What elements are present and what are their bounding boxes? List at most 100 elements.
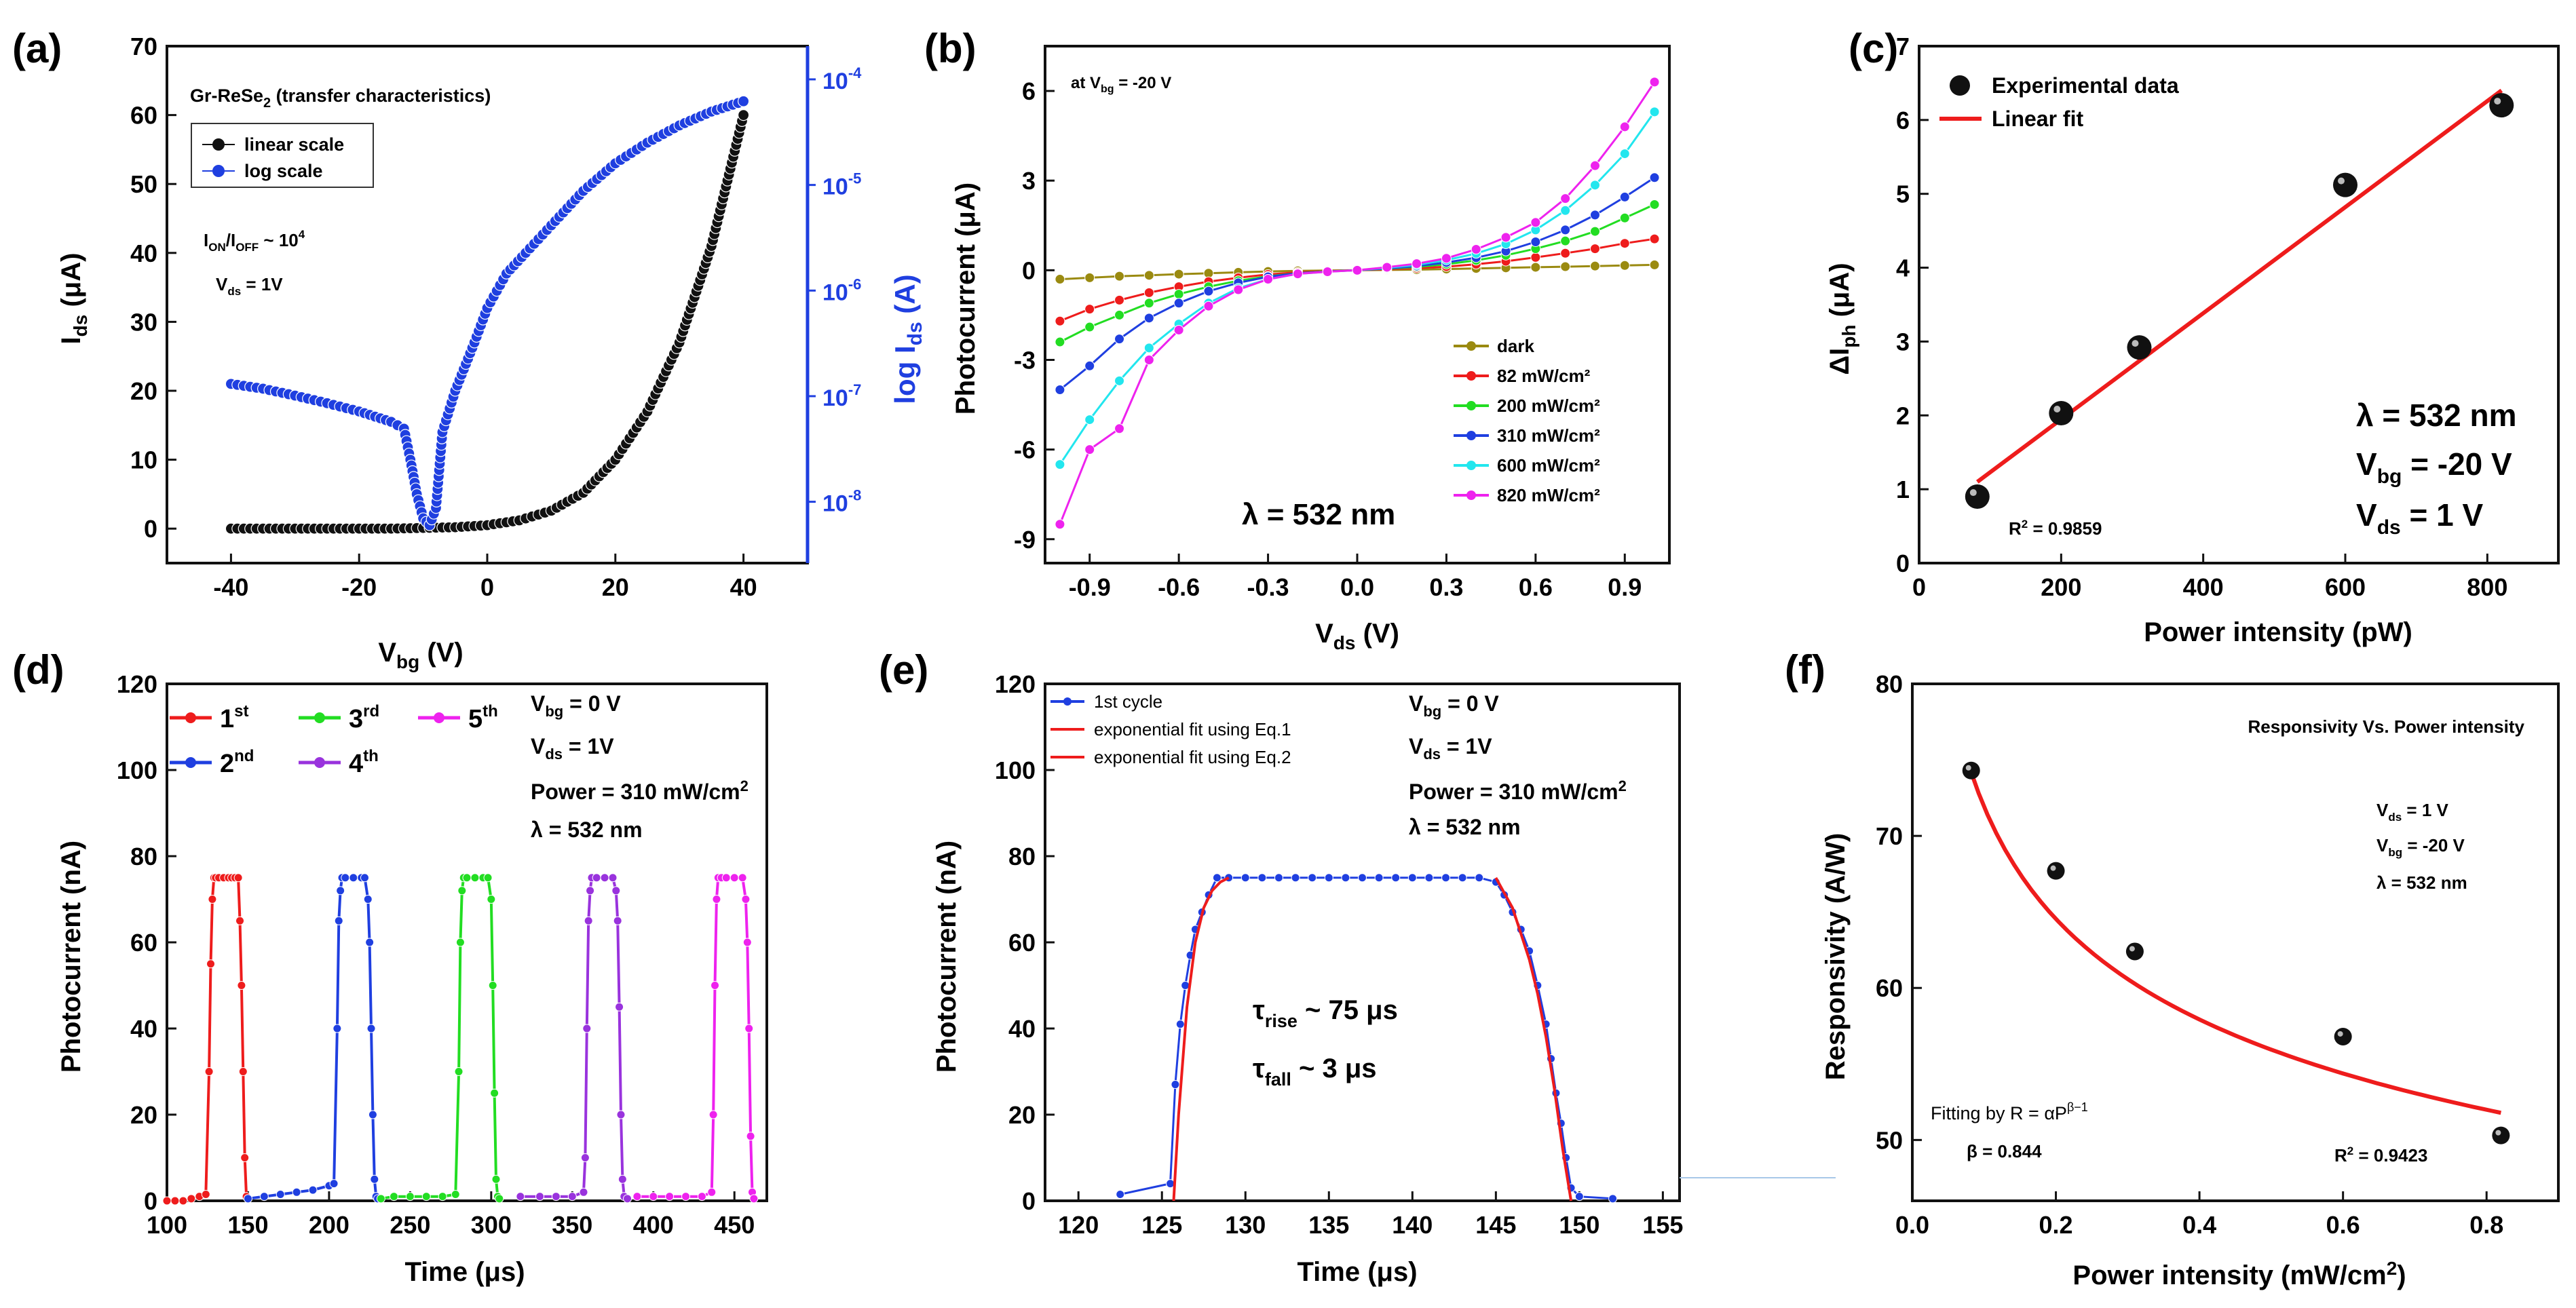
data-point-highlight — [1969, 489, 1977, 497]
axes-c: 0 200 400 600 800 0 1 2 3 4 5 6 7 — [1896, 33, 2560, 601]
data-point — [1560, 205, 1571, 216]
data-point — [333, 1024, 342, 1033]
data-point — [233, 873, 243, 883]
annotation-wavelength-e: λ = 532 nm — [1409, 815, 1521, 839]
annotation-vds-d: Vds = 1V — [531, 734, 614, 763]
xlabel-d: Time (μs) — [404, 1257, 525, 1287]
data-point — [1649, 107, 1660, 117]
data-point — [665, 1192, 675, 1201]
data-point — [708, 1110, 718, 1119]
data-point — [1530, 252, 1541, 263]
xlabel-e: Time (μs) — [1297, 1257, 1417, 1287]
y-tick-label: 60 — [1008, 929, 1036, 957]
data-point — [711, 981, 720, 990]
data-point — [2492, 1126, 2510, 1144]
x-tick-label: 155 — [1642, 1211, 1683, 1239]
legend-e: 1st cycle exponential fit using Eq.1 exp… — [1050, 691, 1291, 767]
annotation-wavelength-d: λ = 532 nm — [531, 818, 643, 842]
fit-line-eq2 — [1494, 877, 1573, 1201]
y-tick-label: 70 — [1876, 822, 1903, 850]
data-point — [1574, 1192, 1584, 1201]
data-point — [454, 1067, 463, 1076]
data-point — [363, 895, 373, 904]
y-tick-label: 40 — [130, 239, 157, 267]
data-point — [681, 1192, 691, 1201]
data-point — [1055, 385, 1065, 396]
data-point — [206, 959, 216, 969]
data-point — [712, 895, 721, 904]
ylabel-b: Photocurrent (μA) — [951, 182, 981, 415]
data-point — [1292, 269, 1303, 280]
annotation-vbg-c: Vbg = -20 V — [2356, 446, 2512, 488]
y-tick-label: 60 — [1876, 974, 1903, 1002]
data-point — [487, 895, 496, 904]
annotation-wavelength-b: λ = 532 nm — [1242, 498, 1395, 531]
y-tick-label: 50 — [1876, 1126, 1903, 1154]
legend-d: 1st 2nd 3rd 4th 5th — [170, 702, 498, 778]
x-tick-label: 130 — [1225, 1211, 1266, 1239]
data-point — [1589, 261, 1600, 271]
ylabel-f: Responsivity (A/W) — [1821, 833, 1851, 1080]
series-line — [167, 876, 250, 1202]
data-point — [516, 1192, 525, 1201]
data-point — [730, 873, 739, 883]
data-point — [366, 1024, 376, 1033]
plot-frame-f — [1911, 682, 2560, 1202]
y2-tick-label: 10-6 — [822, 275, 861, 305]
data-point — [455, 938, 465, 947]
data-point-log — [737, 95, 750, 107]
x-tick-label: -40 — [213, 573, 248, 601]
data-point — [2334, 1027, 2352, 1045]
data-point — [1649, 259, 1660, 270]
legend-marker — [1466, 461, 1476, 470]
panel-label-a: (a) — [12, 26, 62, 71]
annotation-r2-c: R2 = 0.9859 — [2009, 518, 2102, 539]
xlabel-a: Vbg (V) — [378, 638, 463, 672]
legend-label: 2nd — [220, 747, 254, 778]
data-point — [1589, 180, 1600, 191]
data-point — [2127, 335, 2152, 360]
data-point — [632, 1192, 642, 1201]
legend-label-1st-cycle: 1st cycle — [1094, 691, 1162, 712]
legend-label-eq2: exponential fit using Eq.2 — [1094, 747, 1291, 767]
y-tick-label: 5 — [1896, 180, 1910, 208]
legend-marker — [314, 712, 325, 723]
data-point — [1240, 873, 1250, 883]
data-point — [1055, 519, 1065, 530]
data-point — [334, 916, 343, 925]
legend-marker — [434, 712, 444, 723]
axes-f: 0.0 0.2 0.4 0.6 0.8 50 60 70 80 — [1876, 670, 2560, 1239]
legend-label: 82 mW/cm² — [1497, 366, 1591, 386]
x-tick-label: 200 — [2041, 573, 2081, 601]
y-tick-label: 7 — [1896, 33, 1910, 60]
data-point — [308, 1185, 318, 1195]
y2-tick-label: 10-5 — [822, 170, 861, 200]
y-tick-label: 6 — [1022, 77, 1036, 105]
data-point — [1589, 244, 1600, 254]
data-point — [201, 1189, 210, 1199]
legend-marker-1st-cycle — [1063, 697, 1072, 706]
legend-marker — [185, 757, 196, 768]
data-point — [1619, 191, 1630, 202]
data-point — [162, 1196, 172, 1206]
x-tick-label: 150 — [227, 1211, 268, 1239]
power-law-fit-line — [1967, 767, 2502, 1115]
x-tick-label: 0 — [480, 573, 494, 601]
legend-label: 200 mW/cm² — [1497, 396, 1600, 416]
data-point — [243, 1194, 252, 1204]
y2-tick-label: 10-8 — [822, 487, 861, 517]
panel-c: (c) 0 200 400 600 800 0 1 2 3 4 5 6 7 Experimental d… — [1825, 26, 2560, 647]
data-point — [1965, 484, 1990, 509]
x-tick-label: 0.2 — [2039, 1211, 2073, 1239]
annotation-vbg-d: Vbg = 0 V — [531, 691, 621, 720]
data-point — [1382, 262, 1393, 273]
data-point — [1619, 149, 1630, 159]
x-tick-label: -20 — [341, 573, 377, 601]
annotation-vds-a: Vds = 1V — [216, 274, 283, 298]
series-line — [248, 876, 379, 1200]
annotation-vds-e: Vds = 1V — [1409, 734, 1492, 763]
data-point — [579, 1187, 588, 1197]
data-point — [1257, 873, 1267, 883]
data-point — [470, 873, 480, 883]
data-point — [1084, 322, 1095, 332]
